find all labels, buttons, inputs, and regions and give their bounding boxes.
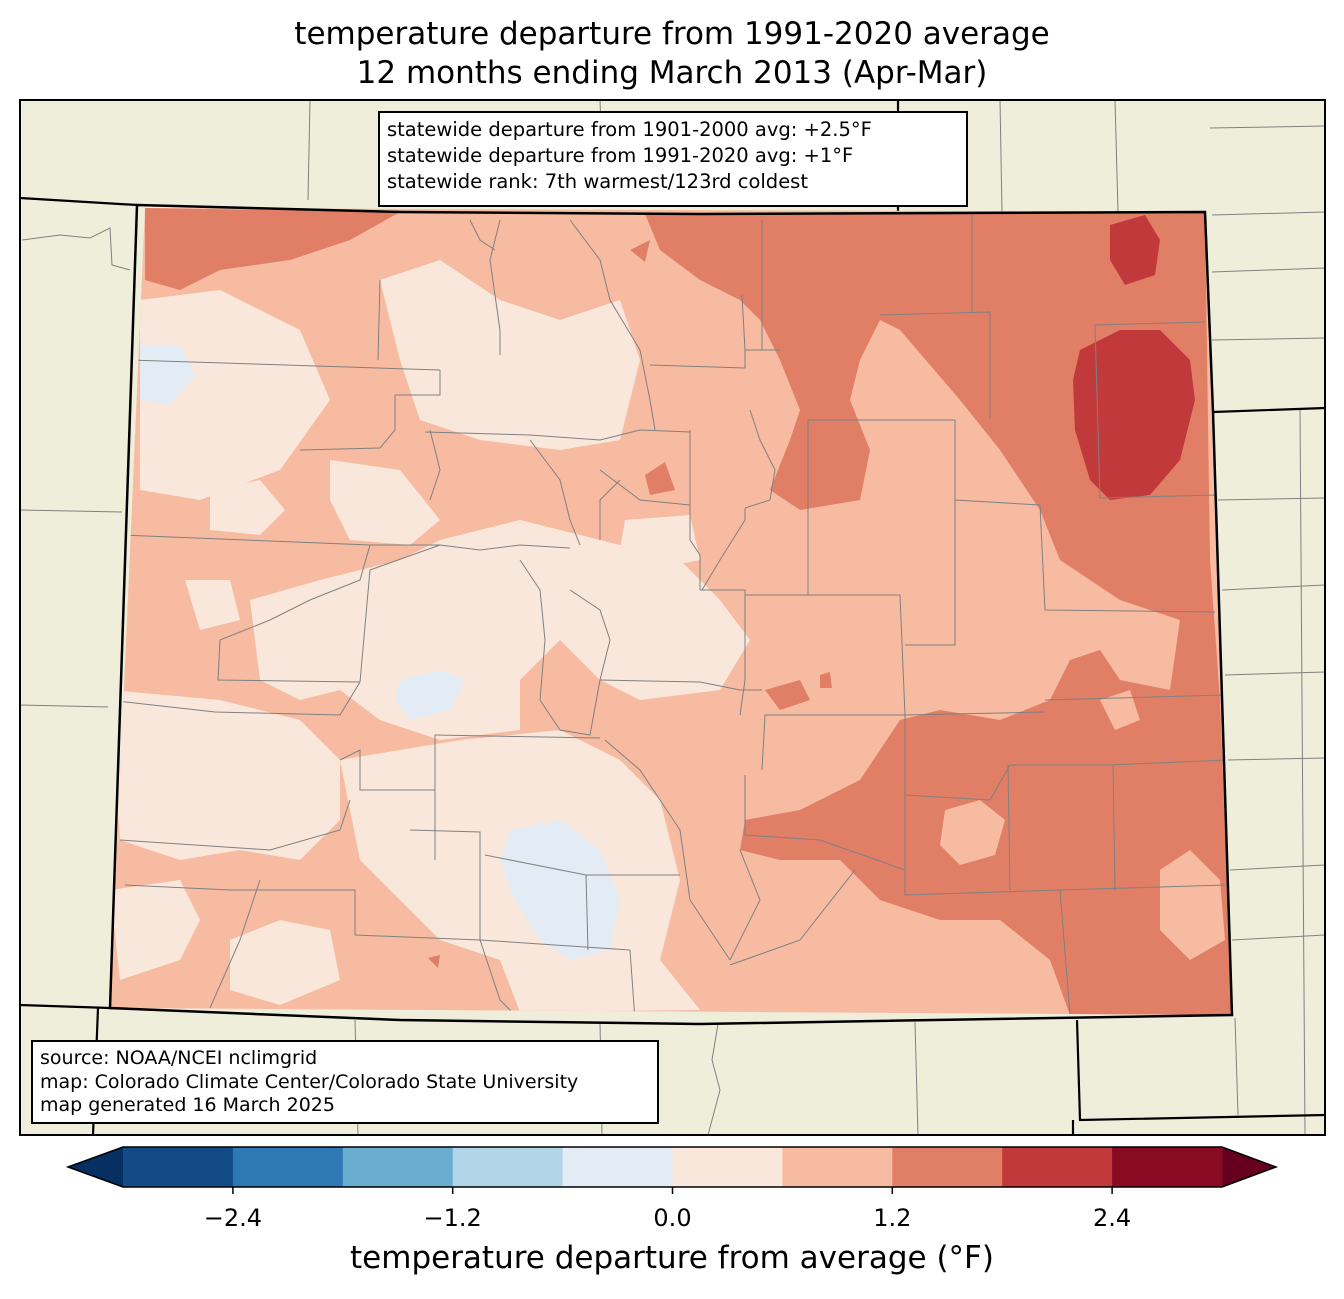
colorbar-tick-label: 1.2	[873, 1204, 912, 1232]
stats-line-rank: statewide rank: 7th warmest/123rd coldes…	[387, 170, 808, 193]
departure-contours	[110, 208, 1232, 1015]
colorbar-tick-label: 0.0	[653, 1204, 692, 1232]
colorbar-segment	[1002, 1147, 1113, 1187]
credits-source: source: NOAA/NCEI nclimgrid	[40, 1047, 318, 1069]
colorbar-segment	[562, 1147, 673, 1187]
colorbar-segment	[342, 1147, 454, 1187]
credits-box: source: NOAA/NCEI nclimgrid map: Colorad…	[31, 1040, 659, 1124]
colorbar-segment	[672, 1147, 783, 1187]
colorbar	[65, 1146, 1279, 1194]
colorado-border	[108, 203, 1234, 1026]
colorbar-segment	[892, 1147, 1003, 1187]
colorbar-segment	[782, 1147, 893, 1187]
colorbar-segment	[123, 1147, 234, 1187]
colorbar-tick-label: 2.4	[1093, 1204, 1132, 1232]
map-frame	[19, 99, 1326, 1136]
statewide-stats-box: statewide departure from 1901-2000 avg: …	[378, 111, 968, 207]
colorbar-segment	[452, 1147, 564, 1187]
colorbar-segment	[1112, 1147, 1223, 1187]
colorbar-label: temperature departure from average (°F)	[350, 1240, 994, 1276]
colorbar-under-extension	[68, 1147, 123, 1187]
credits-map: map: Colorado Climate Center/Colorado St…	[40, 1070, 579, 1093]
colorbar-segment	[232, 1147, 344, 1187]
stats-line-1991-2020: statewide departure from 1991-2020 avg: …	[387, 144, 854, 167]
map-subtitle: 12 months ending March 2013 (Apr-Mar)	[356, 55, 988, 91]
stats-line-1901-2000: statewide departure from 1901-2000 avg: …	[387, 118, 872, 141]
county-lines	[110, 215, 1229, 1015]
colorbar-tick-label: −1.2	[423, 1204, 482, 1232]
colorbar-outline	[65, 1146, 1279, 1188]
colorbar-over-extension	[1222, 1147, 1276, 1187]
map-title: temperature departure from 1991-2020 ave…	[294, 16, 1050, 52]
colorbar-tick-label: −2.4	[203, 1204, 263, 1232]
credits-generated: map generated 16 March 2025	[40, 1094, 335, 1116]
